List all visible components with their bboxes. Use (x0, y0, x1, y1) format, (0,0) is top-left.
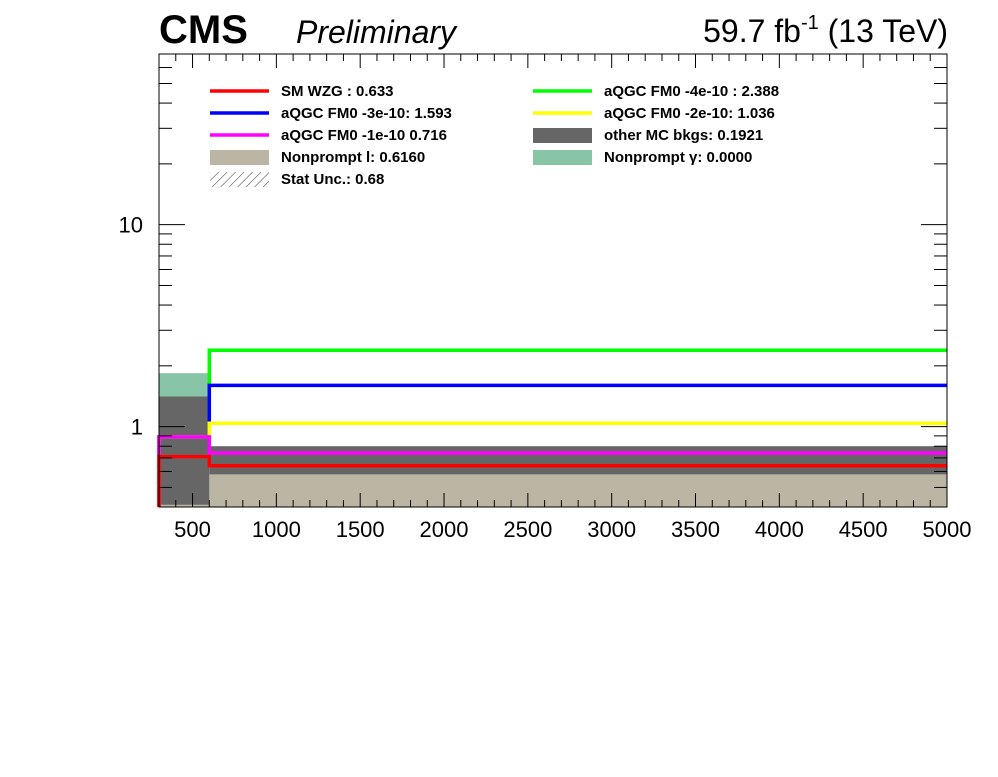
experiment-label: CMS (159, 8, 248, 52)
x-tick-label-5: 3000 (587, 517, 636, 542)
legend-swatch-6 (210, 150, 269, 165)
stack-bar-1-bin-1 (209, 446, 948, 475)
y-tick-label-1: 10 (119, 213, 143, 238)
x-tick-label-9: 5000 (923, 517, 972, 542)
energy-label: (13 TeV) (827, 13, 948, 49)
x-tick-label-1: 1000 (252, 517, 301, 542)
legend-label-1: aQGC FM0 -4e-10 : 2.388 (604, 83, 779, 100)
plot-frame: 500 1000 1500 2000 2500 3000 3500 4000 4500 5000 1… (119, 53, 972, 542)
legend-label-0: SM WZG : 0.633 (281, 83, 394, 100)
stacked-backgrounds (159, 373, 948, 507)
plot-border (158, 53, 948, 508)
x-tick-label-3: 2000 (420, 517, 469, 542)
legend-label-2: aQGC FM0 -3e-10: 1.593 (281, 105, 452, 122)
legend: SM WZG : 0.633 aQGC FM0 -4e-10 : 2.388 aQG… (210, 83, 779, 188)
x-tick-label-8: 4500 (839, 517, 888, 542)
y-tick-label-0: 1 (131, 415, 143, 440)
legend-swatch-5 (533, 128, 592, 143)
legend-swatch-8 (210, 172, 269, 187)
legend-label-3: aQGC FM0 -2e-10: 1.036 (604, 105, 775, 122)
legend-label-5: other MC bkgs: 0.1921 (604, 127, 763, 144)
lumi-value: 59.7 fb (703, 13, 801, 49)
x-tick-label-2: 1500 (336, 517, 385, 542)
luminosity-label: 59.7 fb-1 (13 TeV) (703, 13, 948, 50)
x-tick-label-7: 4000 (755, 517, 804, 542)
legend-label-8: Stat Unc.: 0.68 (281, 171, 384, 188)
x-tick-label-6: 3500 (671, 517, 720, 542)
legend-label-4: aQGC FM0 -1e-10 0.716 (281, 127, 447, 144)
legend-swatch-7 (533, 150, 592, 165)
lumi-exponent: -1 (800, 12, 819, 34)
x-tick-label-0: 500 (174, 517, 211, 542)
legend-label-6: Nonprompt l: 0.6160 (281, 149, 425, 166)
stack-bar-2-bin-0 (159, 373, 210, 397)
status-label: Preliminary (296, 14, 457, 50)
legend-label-7: Nonprompt γ: 0.0000 (604, 149, 752, 166)
x-tick-label-4: 2500 (503, 517, 552, 542)
stack-bar-0-bin-0 (159, 504, 210, 507)
stack-bar-1-bin-0 (159, 396, 210, 505)
